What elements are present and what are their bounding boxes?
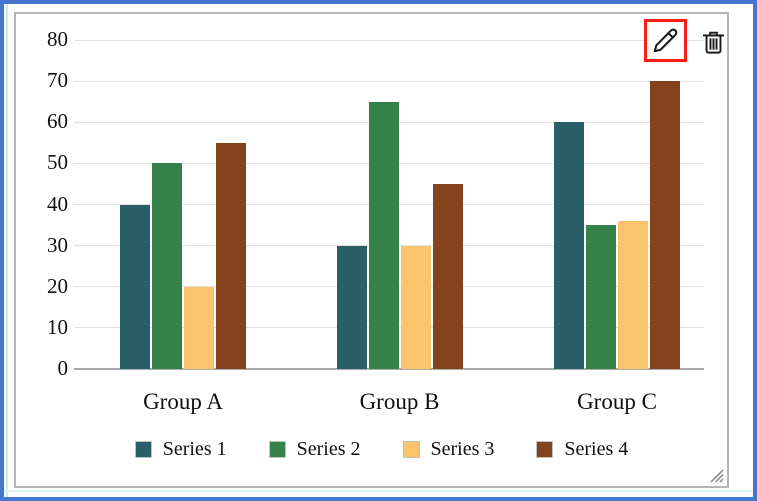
gridline <box>74 39 704 41</box>
bar <box>368 101 399 369</box>
legend-item: Series 1 <box>134 438 227 461</box>
x-axis-label: Group C <box>577 389 657 414</box>
x-axis-line <box>74 368 704 370</box>
legend-item: Series 2 <box>268 438 361 461</box>
pencil-icon <box>652 27 679 54</box>
legend-label: Series 1 <box>162 438 227 460</box>
x-axis-label: Group B <box>359 389 440 414</box>
bar <box>152 163 182 369</box>
legend-swatch <box>536 441 554 458</box>
x-axis-label: Group A <box>143 389 223 414</box>
legend-label: Series 4 <box>564 438 629 460</box>
legend-swatch <box>402 441 420 458</box>
chart-widget[interactable]: 0 10 20 30 40 50 60 70 80 Group A Group B Group C S… <box>14 12 729 488</box>
delete-button[interactable] <box>698 27 728 57</box>
resize-grip-icon <box>708 467 724 483</box>
bar <box>400 245 431 369</box>
gridline <box>74 80 704 82</box>
y-axis-tick-label: 0 <box>57 356 69 381</box>
y-axis-tick-label: 20 <box>47 273 68 298</box>
chart-area: 0 10 20 30 40 50 60 70 80 Group A Group B Group C <box>16 14 727 486</box>
edit-button[interactable] <box>644 19 687 62</box>
legend-item: Series 3 <box>402 438 495 461</box>
legend-label: Series 3 <box>430 438 495 460</box>
legend-swatch <box>134 441 152 458</box>
legend-label: Series 2 <box>296 438 361 460</box>
y-axis-tick-label: 70 <box>47 68 68 93</box>
y-axis-tick-label: 50 <box>47 150 68 175</box>
bar <box>184 286 214 369</box>
y-axis-tick-label: 40 <box>47 191 68 216</box>
y-axis-tick-label: 60 <box>47 109 68 134</box>
chart-legend: Series 1 Series 2 Series 3 Series 4 <box>36 438 727 461</box>
bar <box>216 142 246 369</box>
bar <box>586 225 616 369</box>
snap-guide-horizontal <box>4 490 753 492</box>
bar <box>432 183 463 369</box>
bar <box>554 122 584 369</box>
y-axis-tick-label: 80 <box>47 27 68 52</box>
snap-guide-vertical <box>6 4 8 497</box>
bar <box>336 245 367 369</box>
y-axis-tick-label: 10 <box>47 314 68 339</box>
bar <box>120 204 150 369</box>
resize-handle[interactable] <box>707 466 724 483</box>
bar <box>650 81 680 369</box>
trash-icon <box>700 29 727 56</box>
legend-item: Series 4 <box>536 438 628 461</box>
bar <box>618 220 648 369</box>
y-axis-tick-label: 30 <box>47 232 68 257</box>
legend-swatch <box>268 441 286 458</box>
